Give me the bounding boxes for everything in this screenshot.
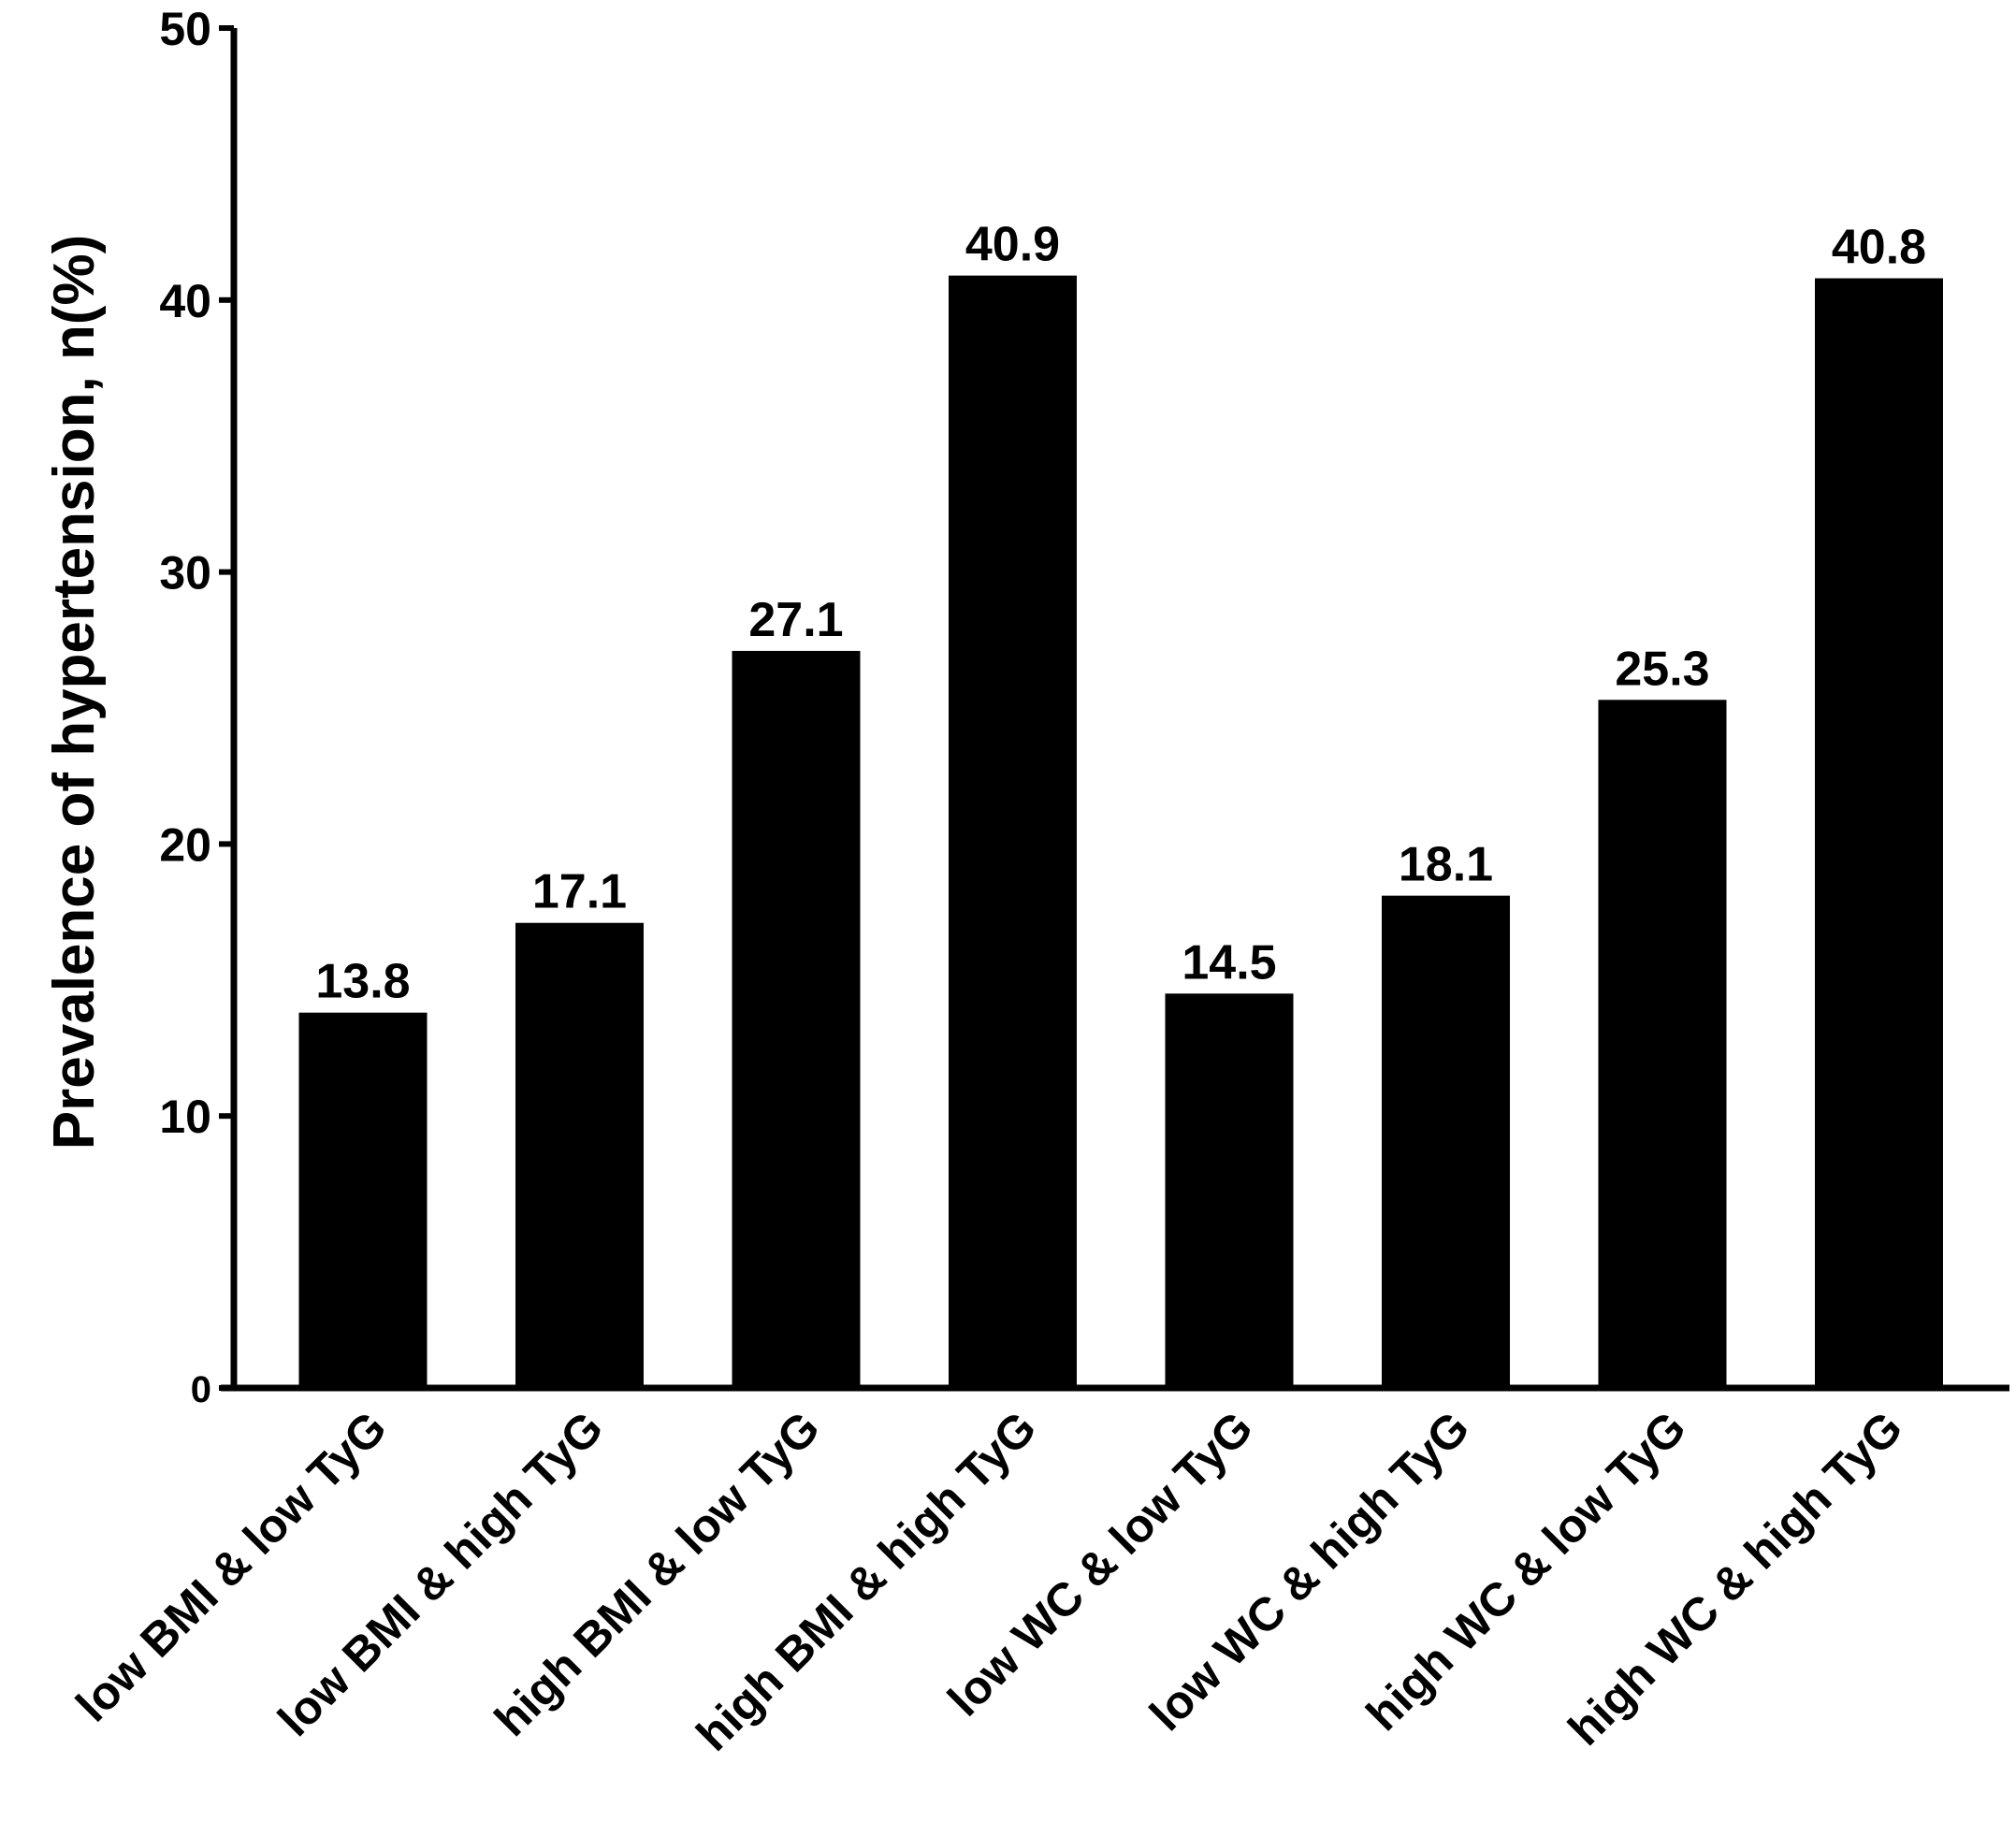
bar — [949, 275, 1077, 1389]
data-label: 18.1 — [1399, 838, 1493, 892]
data-label: 27.1 — [748, 593, 843, 647]
bar — [298, 1012, 428, 1388]
data-label: 40.8 — [1832, 221, 1926, 275]
y-tick-label: 20 — [159, 818, 211, 871]
y-axis-title-group: Prevalence of hypertension, n(%) — [42, 235, 107, 1149]
bar — [1815, 278, 1943, 1388]
y-tick-label: 10 — [159, 1091, 211, 1143]
bar — [732, 650, 861, 1388]
value-labels: 13.8 17.1 27.1 40.9 14.5 18.1 25.3 40.8 — [315, 218, 1926, 1009]
data-label: 25.3 — [1615, 642, 1709, 696]
y-tick-label: 40 — [159, 275, 211, 327]
bars — [298, 275, 1943, 1389]
y-tick-label: 50 — [159, 3, 211, 55]
bar — [1598, 700, 1727, 1388]
y-ticks: 0 10 20 30 40 50 — [159, 3, 234, 1410]
data-label: 14.5 — [1182, 935, 1276, 990]
y-axis-title: Prevalence of hypertension, n(%) — [42, 235, 107, 1149]
bar — [1165, 993, 1294, 1388]
data-label: 13.8 — [315, 955, 410, 1009]
y-tick-label: 0 — [191, 1369, 211, 1410]
data-label: 17.1 — [532, 865, 627, 919]
bar — [1382, 895, 1510, 1388]
y-tick-label: 30 — [159, 547, 211, 600]
data-label: 40.9 — [965, 218, 1060, 272]
axes — [221, 28, 2009, 1392]
bar — [515, 922, 644, 1388]
